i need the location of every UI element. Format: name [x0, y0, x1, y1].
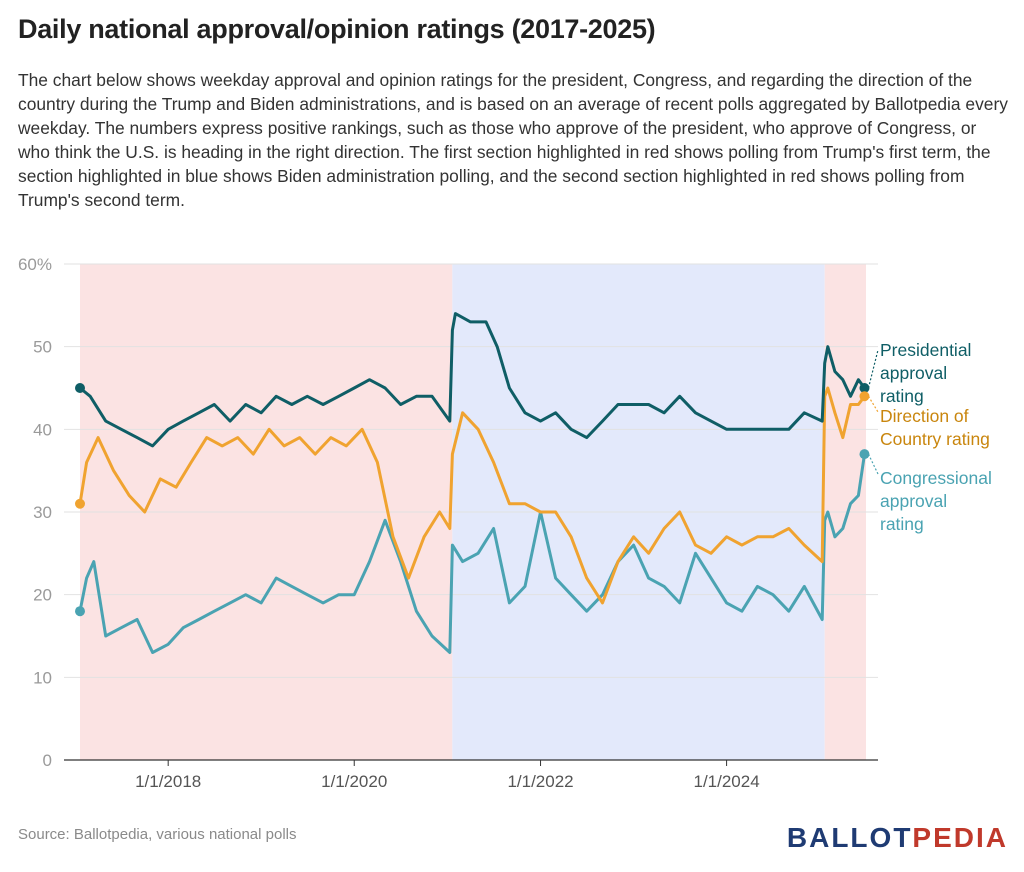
series-label-line: Congressional: [880, 468, 992, 488]
series-line-2: [78, 453, 866, 654]
series-label: Congressional approval rating: [880, 468, 992, 534]
series-label-line: Direction of: [880, 406, 969, 426]
series-end-dot: [859, 449, 870, 460]
y-tick-label: 10: [33, 668, 52, 687]
y-tick-label: 60%: [18, 255, 52, 274]
series-end-dot: [859, 383, 870, 393]
series-label: Presidential approval rating: [880, 340, 971, 406]
y-tick-label: 50: [33, 338, 52, 357]
y-tick-label: 20: [33, 586, 52, 605]
chart-title: Daily national approval/opinion ratings …: [18, 14, 656, 44]
x-tick-label: 1/1/2024: [693, 772, 759, 791]
label-leader: [867, 349, 879, 389]
series-label-line: approval: [880, 491, 947, 511]
chart-description: The chart below shows weekday approval a…: [18, 70, 1008, 210]
series-line-0: [79, 312, 866, 448]
y-tick-label: 40: [33, 420, 52, 439]
series-label-line: Country rating: [880, 429, 990, 449]
series-label: Direction of Country rating: [880, 406, 990, 449]
label-leader: [867, 395, 879, 413]
y-tick-label: 30: [33, 503, 52, 522]
series-label-line: Presidential: [880, 340, 971, 360]
logo-text-ballot: BALLOT: [786, 822, 913, 853]
series-start-dot: [75, 383, 85, 393]
series-start-dot: [75, 606, 85, 617]
series-start-dot: [75, 498, 85, 509]
x-tick-label: 1/1/2018: [135, 772, 201, 791]
ballotpedia-logo[interactable]: BALLOTPEDIA: [787, 822, 1008, 854]
x-tick-label: 1/1/2020: [321, 772, 387, 791]
series-label-line: rating: [880, 514, 924, 534]
x-axis: 1/1/2018 1/1/2020 1/1/2022 1/1/2024: [135, 760, 760, 791]
y-tick-label: 0: [43, 751, 52, 770]
series-line-1: [78, 386, 866, 605]
source-note: Source: Ballotpedia, various national po…: [18, 826, 297, 843]
series-label-line: rating: [880, 386, 924, 406]
series-end-dot: [859, 391, 870, 402]
y-axis: 0 10 20 30 40 50 60%: [18, 255, 52, 770]
label-leader: [867, 453, 879, 475]
logo-text-pedia: PEDIA: [912, 822, 1008, 853]
series-lines: [75, 312, 870, 654]
x-tick-label: 1/1/2022: [507, 772, 573, 791]
series-label-line: approval: [880, 363, 947, 383]
